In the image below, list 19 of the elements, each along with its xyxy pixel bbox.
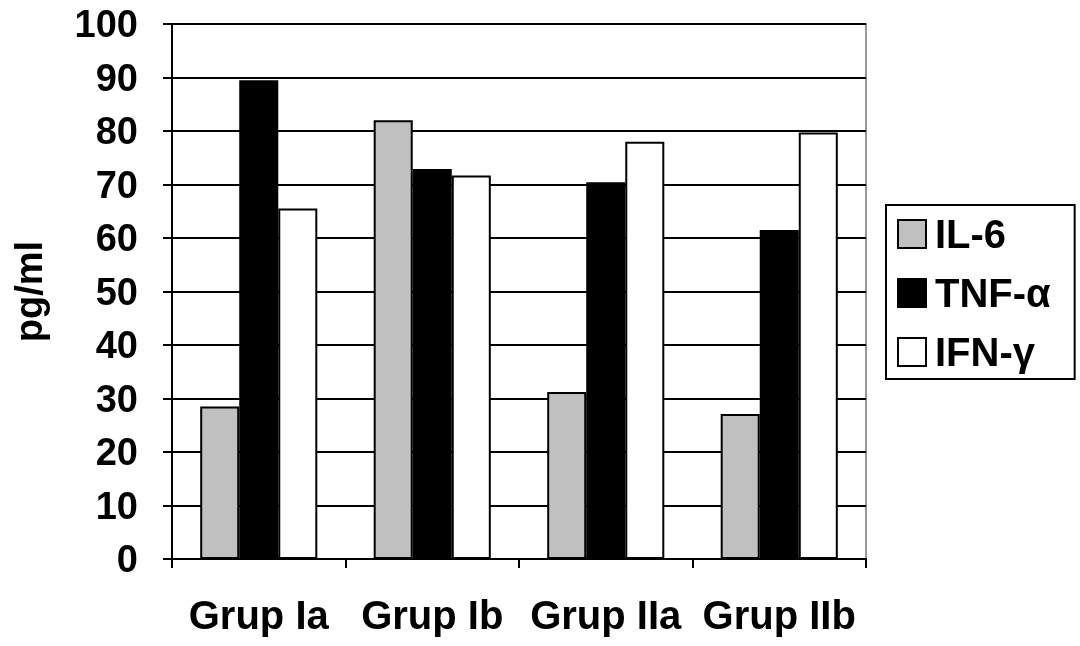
legend-label: TNF-α xyxy=(935,271,1052,315)
y-axis-title: pg/ml xyxy=(8,240,50,343)
y-tick-label: 100 xyxy=(74,3,138,45)
y-tick-label: 90 xyxy=(95,56,138,99)
legend-label: IFN-γ xyxy=(935,330,1036,374)
y-tick-label: 0 xyxy=(116,538,138,580)
y-tick-label: 70 xyxy=(95,163,138,206)
y-tick-label: 20 xyxy=(95,431,138,473)
y-tick-label: 10 xyxy=(95,484,138,527)
y-tick-label: 60 xyxy=(95,217,138,259)
x-tick-label: Grup Ia xyxy=(188,593,330,637)
x-tick-label: Grup IIa xyxy=(530,593,683,637)
y-tick-label: 50 xyxy=(95,270,138,313)
y-tick-label: 80 xyxy=(95,110,138,152)
legend-label: IL-6 xyxy=(935,212,1007,256)
x-tick-label: Grup IIb xyxy=(702,593,856,637)
y-tick-label: 30 xyxy=(95,377,138,420)
y-tick-label: 40 xyxy=(95,324,138,366)
x-tick-label: Grup Ib xyxy=(361,593,504,637)
